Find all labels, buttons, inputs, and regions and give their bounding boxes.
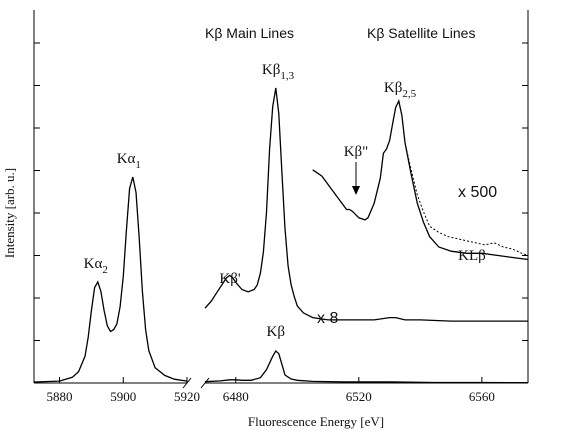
x-tick-label: 6480 (223, 389, 249, 404)
y-axis-title: Intensity [arb. u.] (2, 168, 17, 258)
x-tick-label: 5900 (110, 389, 136, 404)
x-tick-label: 6560 (469, 389, 495, 404)
peak-label: KLβ (458, 248, 486, 264)
spectrum-curves (33, 87, 529, 384)
peak-label: Kβ' (219, 271, 240, 287)
series-line-1-1 (204, 87, 528, 322)
arrow-head (352, 186, 360, 195)
peak-labels: Kα2 Kα1 Kβ Kβ' Kβ1,3 Kβ2,5 Kβ" KLβ (84, 62, 486, 340)
x-tick-label: 5880 (47, 389, 73, 404)
axis-break-right (200, 377, 210, 389)
peak-label-subscript: 2,5 (402, 88, 416, 100)
x-axis-title: Fluorescence Energy [eV] (248, 414, 384, 429)
peak-label: Kβ1,3 (262, 62, 295, 82)
heading-satellite-lines: Kβ Satellite Lines (367, 25, 475, 41)
peak-label-subscript: 1,3 (280, 70, 294, 82)
peak-label-subscript: 1 (135, 159, 141, 171)
series-line-2-0 (312, 99, 529, 261)
right-axis-ticks (522, 42, 528, 384)
x-axis-ticks: 5880 5900 5920 6480 6520 6560 (47, 377, 495, 404)
peak-label: Kβ (267, 324, 285, 340)
peak-label: Kβ" (344, 144, 369, 160)
x-tick-label: 6520 (346, 389, 372, 404)
scale-label-x8: x 8 (317, 310, 338, 327)
heading-main-lines: Kβ Main Lines (205, 25, 294, 41)
peak-label-subscript: 2 (102, 264, 108, 276)
series-line-1-0 (204, 349, 529, 384)
peak-label: Kβ2,5 (384, 80, 417, 100)
scale-label-x500: x 500 (458, 184, 497, 201)
series-line-0-0 (33, 176, 188, 383)
peak-label: Kα1 (117, 151, 141, 171)
x-tick-label: 5920 (174, 389, 200, 404)
y-axis-ticks (34, 42, 40, 384)
peak-label: Kα2 (84, 256, 108, 276)
